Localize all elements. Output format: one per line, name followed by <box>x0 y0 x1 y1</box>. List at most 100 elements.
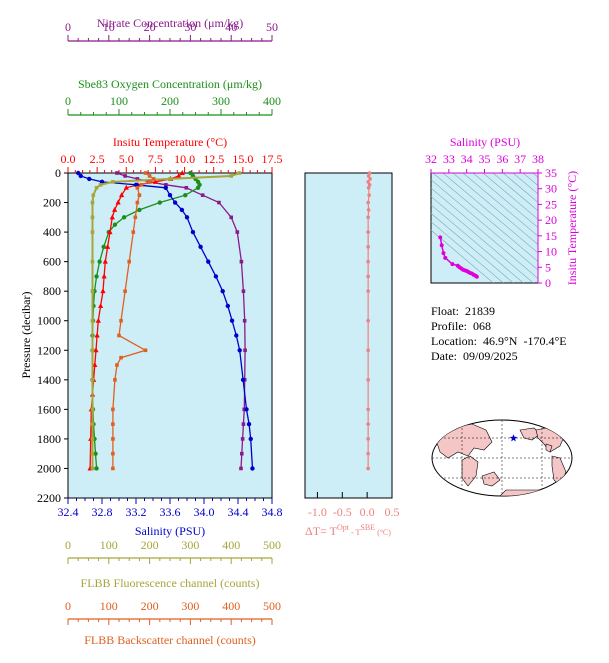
salinity-point <box>78 173 83 179</box>
delta-t-point <box>366 200 370 205</box>
delta-t-point <box>366 174 371 178</box>
backscatter-point <box>119 318 123 323</box>
backscatter-point <box>111 437 115 441</box>
ts-contour <box>472 173 538 229</box>
oxygen-tick-label: 100 <box>110 94 128 108</box>
salinity-point <box>179 207 185 213</box>
salinity-point <box>172 200 178 205</box>
backscatter-point <box>135 200 140 205</box>
delta-t-point <box>366 318 370 323</box>
nitrate-point <box>135 177 140 181</box>
ts-x-tick-label: 36 <box>496 152 508 166</box>
delta-t-point <box>366 185 371 190</box>
delta-t-tick-label: 0.5 <box>385 505 400 519</box>
delta-t-point <box>366 378 370 382</box>
fluorescence-point <box>168 177 172 181</box>
salinity-point <box>99 179 105 185</box>
delta-t-point <box>367 171 372 175</box>
ts-contour <box>482 173 538 220</box>
salinity-point <box>167 192 173 198</box>
salinity-point <box>133 182 139 188</box>
ts-plot-area <box>430 172 539 284</box>
ts-density-contours <box>431 173 538 283</box>
map-landmass <box>519 427 541 441</box>
ts-y-tick-label: 15 <box>545 229 557 243</box>
fluorescence-point <box>90 215 95 220</box>
location-info-line: Location: 46.9°N -170.4°E <box>431 334 567 349</box>
backscatter-point <box>127 259 131 264</box>
ts-x-tick-label: 33 <box>443 152 455 166</box>
nitrate-point <box>242 318 247 323</box>
nitrate-point <box>229 215 233 220</box>
salinity-point <box>76 170 81 176</box>
delta-t-point <box>368 177 372 181</box>
backscatter-point <box>111 451 115 456</box>
delta-t-point <box>366 451 370 456</box>
backscatter-point <box>115 363 119 367</box>
delta-t-series <box>366 171 372 471</box>
backscatter-point <box>131 230 136 234</box>
salinity-point <box>244 407 249 412</box>
backscatter-point <box>139 183 144 187</box>
salinity-axis-title: Salinity (PSU) <box>135 524 205 538</box>
ts-contour <box>522 173 538 186</box>
temperature-tick-label: 2.5 <box>90 152 105 166</box>
fluorescence-point <box>111 180 115 184</box>
ts-point <box>439 243 444 248</box>
delta-t-point <box>366 180 370 184</box>
ts-contour <box>431 204 524 283</box>
y-axis-title: Pressure (decibar) <box>19 292 33 379</box>
salinity-tick-label: 32.4 <box>58 505 79 519</box>
salinity-point <box>234 333 239 338</box>
date-info-line: Date: 09/09/2025 <box>431 349 567 364</box>
y-tick-label: 0 <box>55 166 61 180</box>
temperature-point <box>101 273 107 279</box>
date-label: Date: <box>431 349 457 363</box>
salinity-tick-label: 34.8 <box>262 505 283 519</box>
ts-contour <box>431 187 538 279</box>
temperature-tick-label: 10.0 <box>174 152 195 166</box>
ts-contour <box>432 173 538 262</box>
oxygen-point <box>183 192 188 198</box>
fluorescence-point <box>90 466 95 471</box>
oxygen-point <box>93 451 98 456</box>
fluorescence-point <box>90 230 95 234</box>
fluorescence-tick-label: 200 <box>141 538 159 552</box>
map-landmass <box>499 489 549 496</box>
temperature-point <box>100 288 106 294</box>
ts-contour <box>431 212 514 283</box>
ts-series <box>438 235 479 279</box>
ts-y-tick-label: 30 <box>545 182 557 196</box>
salinity-point <box>229 318 235 323</box>
salinity-point <box>206 259 211 264</box>
backscatter-tick-label: 500 <box>263 599 281 613</box>
temperature-tick-label: 0.0 <box>61 152 76 166</box>
delta-t-point <box>366 274 370 279</box>
salinity-point <box>220 288 225 294</box>
nitrate-point <box>239 466 243 471</box>
date-value: 09/09/2025 <box>463 349 518 363</box>
ts-y-axis-title: Insitu Temperature (°C) <box>565 171 579 285</box>
temperature-tick-label: 5.0 <box>119 152 134 166</box>
fluorescence-point <box>90 437 95 441</box>
fluorescence-axis-title: FLBB Fluorescence channel (counts) <box>81 576 260 590</box>
salinity-series <box>76 170 255 471</box>
ts-y-tick-label: 35 <box>545 166 557 180</box>
world-map <box>431 419 573 497</box>
temperature-point <box>95 317 101 323</box>
delta-t-tick-label: -1.0 <box>308 505 327 519</box>
fluorescence-point <box>90 259 95 264</box>
temperature-point <box>105 243 111 249</box>
backscatter-axis-title: FLBB Backscatter channel (counts) <box>84 633 256 647</box>
temperature-point <box>115 199 121 205</box>
temperature-point <box>109 214 115 220</box>
temperature-tick-label: 17.5 <box>262 152 283 166</box>
oxygen-point <box>195 185 201 190</box>
fluorescence-tick-label: 0 <box>65 538 71 552</box>
oxygen-point <box>157 200 162 205</box>
float-info-line: Float: 21839 <box>431 304 567 319</box>
oxygen-point <box>94 274 99 279</box>
temperature-point <box>112 206 118 212</box>
fluorescence-point <box>91 193 96 197</box>
